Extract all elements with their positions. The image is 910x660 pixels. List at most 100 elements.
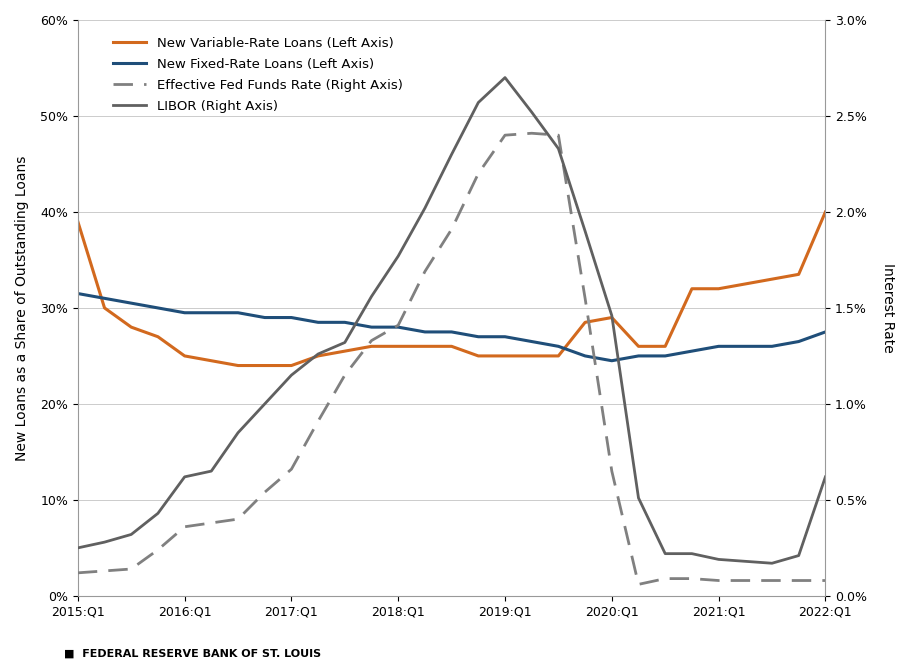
Effective Fed Funds Rate (Right Axis): [393, 321, 404, 329]
Line: New Variable-Rate Loans (Left Axis): New Variable-Rate Loans (Left Axis): [78, 212, 825, 366]
Effective Fed Funds Rate (Right Axis): [286, 465, 297, 473]
LIBOR (Right Axis): [259, 400, 270, 408]
Effective Fed Funds Rate (Right Axis): [420, 267, 430, 275]
New Fixed-Rate Loans (Left Axis): [526, 337, 537, 345]
New Variable-Rate Loans (Left Axis): [526, 352, 537, 360]
New Variable-Rate Loans (Left Axis): [446, 343, 457, 350]
New Fixed-Rate Loans (Left Axis): [313, 318, 324, 326]
Effective Fed Funds Rate (Right Axis): [740, 577, 751, 585]
New Fixed-Rate Loans (Left Axis): [713, 343, 724, 350]
New Fixed-Rate Loans (Left Axis): [233, 309, 244, 317]
Y-axis label: Interest Rate: Interest Rate: [881, 263, 895, 353]
New Variable-Rate Loans (Left Axis): [633, 343, 644, 350]
LIBOR (Right Axis): [820, 473, 831, 481]
Effective Fed Funds Rate (Right Axis): [713, 577, 724, 585]
LIBOR (Right Axis): [420, 204, 430, 212]
LIBOR (Right Axis): [500, 74, 511, 82]
New Variable-Rate Loans (Left Axis): [206, 357, 217, 365]
New Fixed-Rate Loans (Left Axis): [446, 328, 457, 336]
New Variable-Rate Loans (Left Axis): [713, 284, 724, 292]
Effective Fed Funds Rate (Right Axis): [99, 567, 110, 575]
New Variable-Rate Loans (Left Axis): [686, 284, 697, 292]
New Variable-Rate Loans (Left Axis): [766, 275, 777, 283]
Legend: New Variable-Rate Loans (Left Axis), New Fixed-Rate Loans (Left Axis), Effective: New Variable-Rate Loans (Left Axis), New…: [107, 32, 408, 118]
New Fixed-Rate Loans (Left Axis): [339, 318, 350, 326]
LIBOR (Right Axis): [313, 350, 324, 358]
New Variable-Rate Loans (Left Axis): [179, 352, 190, 360]
LIBOR (Right Axis): [740, 557, 751, 565]
New Fixed-Rate Loans (Left Axis): [73, 290, 84, 298]
New Fixed-Rate Loans (Left Axis): [766, 343, 777, 350]
LIBOR (Right Axis): [153, 510, 164, 517]
Effective Fed Funds Rate (Right Axis): [126, 565, 136, 573]
LIBOR (Right Axis): [339, 339, 350, 346]
New Variable-Rate Loans (Left Axis): [99, 304, 110, 312]
New Variable-Rate Loans (Left Axis): [73, 218, 84, 226]
Line: Effective Fed Funds Rate (Right Axis): Effective Fed Funds Rate (Right Axis): [78, 133, 825, 584]
New Variable-Rate Loans (Left Axis): [606, 314, 617, 321]
Effective Fed Funds Rate (Right Axis): [233, 515, 244, 523]
New Variable-Rate Loans (Left Axis): [660, 343, 671, 350]
Effective Fed Funds Rate (Right Axis): [686, 575, 697, 583]
New Fixed-Rate Loans (Left Axis): [633, 352, 644, 360]
New Variable-Rate Loans (Left Axis): [393, 343, 404, 350]
LIBOR (Right Axis): [126, 531, 136, 539]
New Fixed-Rate Loans (Left Axis): [259, 314, 270, 321]
Y-axis label: New Loans as a Share of Outstanding Loans: New Loans as a Share of Outstanding Loan…: [15, 155, 29, 461]
New Fixed-Rate Loans (Left Axis): [473, 333, 484, 341]
Effective Fed Funds Rate (Right Axis): [526, 129, 537, 137]
LIBOR (Right Axis): [393, 252, 404, 260]
New Fixed-Rate Loans (Left Axis): [366, 323, 377, 331]
LIBOR (Right Axis): [580, 227, 591, 235]
Effective Fed Funds Rate (Right Axis): [446, 225, 457, 233]
Effective Fed Funds Rate (Right Axis): [179, 523, 190, 531]
New Variable-Rate Loans (Left Axis): [366, 343, 377, 350]
Effective Fed Funds Rate (Right Axis): [794, 577, 804, 585]
New Fixed-Rate Loans (Left Axis): [686, 347, 697, 355]
New Fixed-Rate Loans (Left Axis): [820, 328, 831, 336]
New Variable-Rate Loans (Left Axis): [580, 318, 591, 326]
Effective Fed Funds Rate (Right Axis): [633, 580, 644, 588]
New Fixed-Rate Loans (Left Axis): [660, 352, 671, 360]
Effective Fed Funds Rate (Right Axis): [820, 577, 831, 585]
Effective Fed Funds Rate (Right Axis): [606, 467, 617, 475]
New Fixed-Rate Loans (Left Axis): [580, 352, 591, 360]
New Fixed-Rate Loans (Left Axis): [553, 343, 564, 350]
Effective Fed Funds Rate (Right Axis): [313, 417, 324, 425]
LIBOR (Right Axis): [766, 559, 777, 567]
New Variable-Rate Loans (Left Axis): [313, 352, 324, 360]
New Variable-Rate Loans (Left Axis): [553, 352, 564, 360]
New Variable-Rate Loans (Left Axis): [259, 362, 270, 370]
LIBOR (Right Axis): [473, 98, 484, 106]
LIBOR (Right Axis): [366, 292, 377, 300]
LIBOR (Right Axis): [794, 552, 804, 560]
Line: New Fixed-Rate Loans (Left Axis): New Fixed-Rate Loans (Left Axis): [78, 294, 825, 361]
Effective Fed Funds Rate (Right Axis): [366, 337, 377, 345]
Effective Fed Funds Rate (Right Axis): [660, 575, 671, 583]
Line: LIBOR (Right Axis): LIBOR (Right Axis): [78, 78, 825, 563]
Effective Fed Funds Rate (Right Axis): [153, 546, 164, 554]
LIBOR (Right Axis): [206, 467, 217, 475]
New Fixed-Rate Loans (Left Axis): [126, 299, 136, 307]
LIBOR (Right Axis): [73, 544, 84, 552]
New Variable-Rate Loans (Left Axis): [473, 352, 484, 360]
New Fixed-Rate Loans (Left Axis): [420, 328, 430, 336]
New Variable-Rate Loans (Left Axis): [339, 347, 350, 355]
New Variable-Rate Loans (Left Axis): [153, 333, 164, 341]
LIBOR (Right Axis): [606, 312, 617, 319]
New Variable-Rate Loans (Left Axis): [233, 362, 244, 370]
LIBOR (Right Axis): [713, 556, 724, 564]
New Fixed-Rate Loans (Left Axis): [740, 343, 751, 350]
New Variable-Rate Loans (Left Axis): [820, 208, 831, 216]
LIBOR (Right Axis): [99, 538, 110, 546]
New Fixed-Rate Loans (Left Axis): [286, 314, 297, 321]
LIBOR (Right Axis): [446, 150, 457, 158]
LIBOR (Right Axis): [660, 550, 671, 558]
Effective Fed Funds Rate (Right Axis): [206, 519, 217, 527]
LIBOR (Right Axis): [553, 145, 564, 152]
New Fixed-Rate Loans (Left Axis): [500, 333, 511, 341]
LIBOR (Right Axis): [686, 550, 697, 558]
Effective Fed Funds Rate (Right Axis): [473, 170, 484, 178]
New Fixed-Rate Loans (Left Axis): [794, 337, 804, 345]
LIBOR (Right Axis): [179, 473, 190, 481]
